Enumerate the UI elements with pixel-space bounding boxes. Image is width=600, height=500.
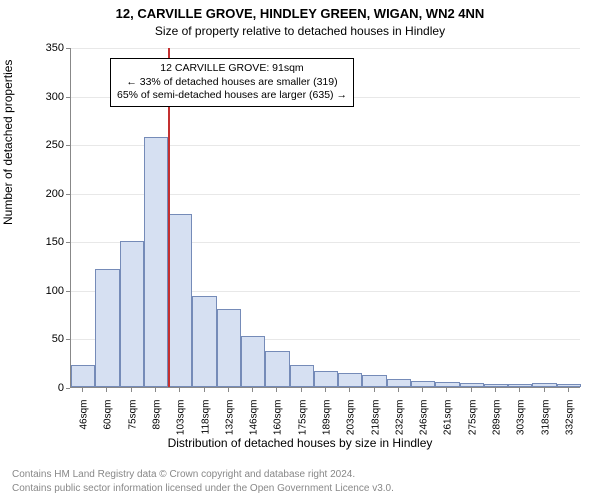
y-tick-label: 250 [24,139,64,151]
histogram-bar [168,214,192,387]
x-tick-mark [422,388,423,392]
histogram-bar [290,365,314,387]
x-tick-mark [106,388,107,392]
histogram-bar [557,384,581,387]
x-tick-mark [495,388,496,392]
x-tick-mark [325,388,326,392]
x-tick-mark [204,388,205,392]
histogram-bar [217,309,241,387]
y-tick-mark [66,48,70,49]
y-tick-mark [66,339,70,340]
x-tick-mark [276,388,277,392]
histogram-bar [338,373,362,387]
annotation-line3: 65% of semi-detached houses are larger (… [117,89,347,103]
histogram-bar [484,384,508,387]
y-tick-label: 150 [24,236,64,248]
y-tick-label: 300 [24,91,64,103]
histogram-bar [460,383,484,387]
x-tick-mark [82,388,83,392]
chart-title-address: 12, CARVILLE GROVE, HINDLEY GREEN, WIGAN… [0,6,600,21]
histogram-bar [362,375,386,387]
histogram-bar [435,382,459,387]
y-tick-mark [66,388,70,389]
footer-copyright-2: Contains public sector information licen… [12,483,394,494]
y-tick-label: 50 [24,333,64,345]
histogram-bar [144,137,168,387]
histogram-bar [508,384,532,387]
annotation-line1: 12 CARVILLE GROVE: 91sqm [117,62,347,76]
annotation-box: 12 CARVILLE GROVE: 91sqm ← 33% of detach… [110,58,354,107]
annotation-line2: ← 33% of detached houses are smaller (31… [117,76,347,90]
x-tick-mark [155,388,156,392]
y-tick-label: 350 [24,42,64,54]
x-tick-mark [301,388,302,392]
y-tick-label: 100 [24,285,64,297]
x-tick-mark [446,388,447,392]
x-tick-mark [228,388,229,392]
y-tick-mark [66,242,70,243]
histogram-bar [120,241,144,387]
y-tick-mark [66,145,70,146]
x-tick-mark [544,388,545,392]
y-tick-mark [66,291,70,292]
x-tick-mark [471,388,472,392]
footer-copyright-1: Contains HM Land Registry data © Crown c… [12,469,355,480]
histogram-bar [532,383,556,387]
chart-subtitle: Size of property relative to detached ho… [0,24,600,38]
y-tick-label: 200 [24,188,64,200]
grid-line [71,48,580,49]
x-tick-mark [179,388,180,392]
x-axis-label: Distribution of detached houses by size … [0,436,600,450]
x-tick-mark [374,388,375,392]
x-tick-mark [349,388,350,392]
histogram-bar [265,351,289,387]
y-tick-mark [66,194,70,195]
x-tick-mark [252,388,253,392]
x-tick-mark [398,388,399,392]
histogram-bar [387,379,411,387]
histogram-bar [411,381,435,387]
x-tick-mark [131,388,132,392]
y-tick-mark [66,97,70,98]
histogram-bar [241,336,265,387]
histogram-bar [192,296,216,387]
x-tick-mark [568,388,569,392]
histogram-chart: 12, CARVILLE GROVE, HINDLEY GREEN, WIGAN… [0,0,600,500]
histogram-bar [95,269,119,388]
histogram-bar [71,365,95,387]
y-axis-label: Number of detached properties [1,60,15,225]
y-tick-label: 0 [24,382,64,394]
x-tick-mark [519,388,520,392]
histogram-bar [314,371,338,388]
